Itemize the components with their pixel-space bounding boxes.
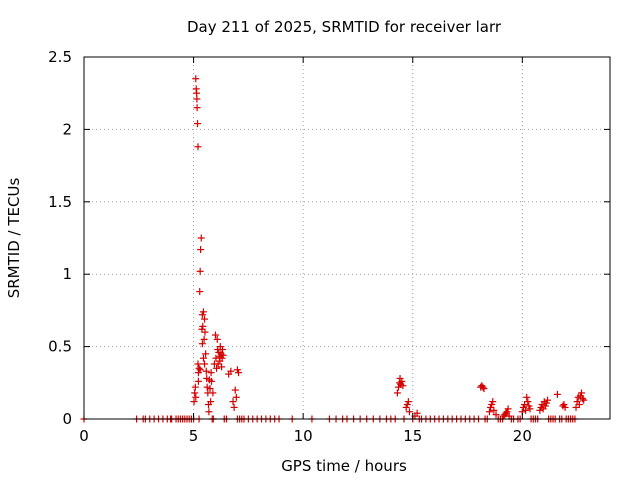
- data-point: [201, 328, 209, 336]
- data-point: [480, 385, 488, 393]
- data-point: [413, 409, 421, 417]
- data-point: [231, 386, 239, 394]
- data-point: [193, 95, 201, 103]
- data-point: [230, 403, 238, 411]
- data-point: [561, 403, 569, 411]
- data-point: [575, 401, 583, 409]
- data-point: [485, 408, 493, 416]
- data-point: [194, 377, 202, 385]
- x-tick-label: 15: [403, 427, 422, 445]
- data-point: [205, 408, 213, 416]
- y-tick-label: 1: [62, 265, 72, 283]
- x-axis-label: GPS time / hours: [281, 457, 407, 475]
- plot-frame: [83, 56, 611, 420]
- data-point: [553, 390, 561, 398]
- data-point: [195, 364, 203, 372]
- data-point: [202, 350, 210, 358]
- data-point: [202, 367, 210, 375]
- data-point: [580, 396, 588, 404]
- data-point: [524, 398, 532, 406]
- data-point: [197, 234, 205, 242]
- data-point: [544, 396, 552, 404]
- data-point: [579, 395, 587, 403]
- data-point: [199, 354, 207, 362]
- data-point: [489, 398, 497, 406]
- data-point: [232, 393, 240, 401]
- data-point: [479, 383, 487, 391]
- data-point: [190, 398, 198, 406]
- data-point: [196, 288, 204, 296]
- data-point: [492, 411, 500, 419]
- data-point: [405, 408, 413, 416]
- data-point: [229, 398, 237, 406]
- data-point: [191, 383, 199, 391]
- data-point: [213, 364, 221, 372]
- data-point: [504, 405, 512, 413]
- data-point: [398, 377, 406, 385]
- data-point: [526, 405, 534, 413]
- data-point: [198, 340, 206, 348]
- data-point: [193, 104, 201, 112]
- data-point: [201, 315, 209, 323]
- data-point: [393, 389, 401, 397]
- data-point: [196, 366, 204, 374]
- y-tick-label: 1.5: [48, 193, 72, 211]
- data-point: [404, 398, 412, 406]
- data-point: [399, 382, 407, 390]
- data-points: [80, 75, 588, 423]
- x-tick-label: 10: [294, 427, 313, 445]
- x-tick-label: 20: [513, 427, 532, 445]
- data-point: [199, 322, 207, 330]
- data-point: [523, 393, 531, 401]
- data-point: [207, 369, 215, 377]
- data-point: [490, 406, 498, 414]
- data-point: [219, 351, 227, 359]
- data-point: [192, 75, 200, 83]
- data-point: [227, 367, 235, 375]
- y-axis-label: SRMTID / TECUs: [5, 178, 23, 299]
- y-tick-label: 2.5: [48, 48, 72, 66]
- data-point: [199, 308, 207, 316]
- data-point: [191, 389, 199, 397]
- data-point: [207, 398, 215, 406]
- data-point: [212, 354, 220, 362]
- x-tick-label: 5: [189, 427, 199, 445]
- y-tick-label: 0.5: [48, 338, 72, 356]
- data-point: [201, 360, 209, 368]
- x-tick-label: 0: [79, 427, 89, 445]
- axis-ticks: 0 5 10 15 20 0 0.5 1 1.5 2 2.5: [48, 48, 610, 445]
- chart-title: Day 211 of 2025, SRMTID for receiver lar…: [187, 18, 502, 36]
- data-point: [194, 360, 202, 368]
- data-point: [208, 377, 216, 385]
- data-point: [196, 267, 204, 275]
- data-point: [200, 335, 208, 343]
- data-point: [192, 393, 200, 401]
- data-point: [194, 120, 202, 128]
- grid: [84, 57, 610, 419]
- data-point: [218, 363, 226, 371]
- y-tick-label: 0: [62, 410, 72, 428]
- data-point: [213, 335, 221, 343]
- y-tick-label: 2: [62, 120, 72, 138]
- data-point: [522, 406, 530, 414]
- data-point: [194, 143, 202, 151]
- data-point: [578, 389, 586, 397]
- data-point: [197, 246, 205, 254]
- data-point: [235, 369, 243, 377]
- data-point: [219, 345, 227, 353]
- data-point: [206, 385, 214, 393]
- data-point: [209, 389, 217, 397]
- data-point: [212, 331, 219, 339]
